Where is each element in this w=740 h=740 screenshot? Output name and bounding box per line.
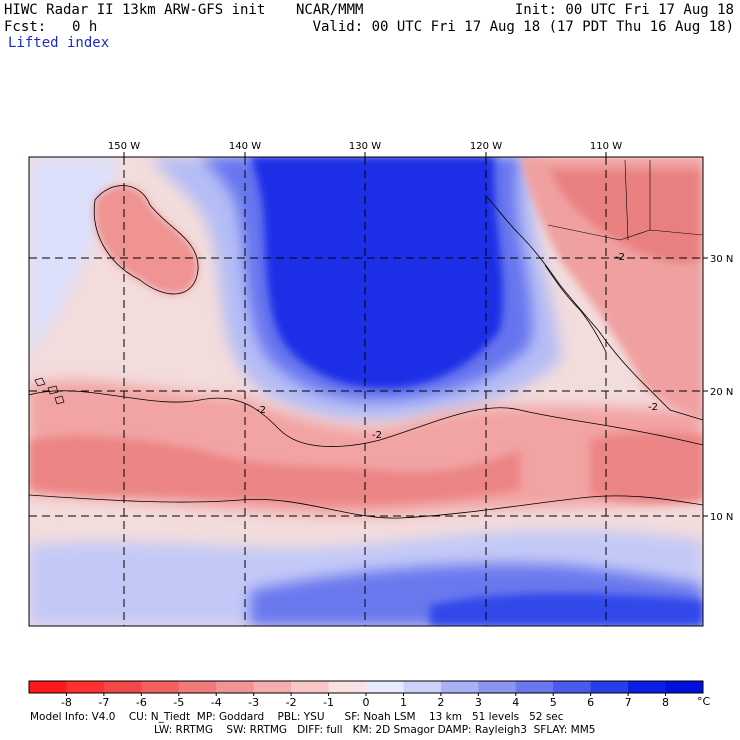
lon-label: 110 W xyxy=(590,141,622,152)
north-america-coastline xyxy=(484,194,704,421)
model-info-line1: Model Info: V4.0 CU: N_Tiedt MP: Goddard… xyxy=(30,711,564,723)
colorbar-swatch xyxy=(478,681,517,693)
colorbar-swatch xyxy=(103,681,142,693)
model-info-line2: LW: RRTMG SW: RRTMG DIFF: full KM: 2D Sm… xyxy=(154,724,596,736)
colorbar-ticks: -8 -7 -6 -5 -4 -3 -2 -1 0 1 2 3 4 5 6 7 8 xyxy=(61,693,669,709)
forecast-label: Fcst: xyxy=(4,19,47,35)
colorbar-swatch xyxy=(291,681,330,693)
init-time: Init: 00 UTC Fri 17 Aug 18 xyxy=(514,2,734,18)
state-borders-vertical xyxy=(624,159,651,241)
colorbar-swatch xyxy=(141,681,180,693)
northwest-unstable-cell xyxy=(94,185,199,294)
lon-label: 150 W xyxy=(108,141,140,152)
colorbar-tick-label: -4 xyxy=(211,696,222,709)
state-borders xyxy=(547,224,704,241)
southern-stable-deep xyxy=(430,593,703,626)
colorbar-swatch xyxy=(253,681,292,693)
colorbar-tick-label: -5 xyxy=(173,696,184,709)
colorbar-tick-label: 3 xyxy=(475,696,482,709)
field-name: Lifted index xyxy=(8,35,110,51)
contour-label: -2 xyxy=(372,430,382,441)
colorbar-swatch xyxy=(66,681,105,693)
contour-minus2-north xyxy=(28,390,704,447)
unstable-band-east xyxy=(590,431,703,504)
colorbar-tick-label: -7 xyxy=(98,696,109,709)
colorbar-swatch xyxy=(628,681,667,693)
colorbar-tick-label: 6 xyxy=(587,696,594,709)
colorbar-swatch xyxy=(403,681,442,693)
contour-minus2-south xyxy=(28,494,704,519)
forecast-hour: 0 h xyxy=(72,19,98,35)
contour-label: -2 xyxy=(648,402,658,413)
colorbar-swatch xyxy=(590,681,629,693)
colorbar-tick-label: -8 xyxy=(61,696,72,709)
colorbar-tick-label: 2 xyxy=(437,696,444,709)
lon-label: 140 W xyxy=(229,141,261,152)
contour-northwest-cell xyxy=(93,185,199,295)
colorbar-tick-label: 1 xyxy=(400,696,407,709)
map-field xyxy=(29,157,703,626)
lon-label: 130 W xyxy=(349,141,381,152)
lon-label: 120 W xyxy=(470,141,502,152)
colorbar-tick-label: -6 xyxy=(136,696,147,709)
colorbar-swatch xyxy=(216,681,255,693)
colorbar-swatch xyxy=(553,681,592,693)
chart-title: HIWC Radar II 13km ARW-GFS init xyxy=(4,2,266,18)
lat-label: 10 N xyxy=(710,512,733,523)
colorbar-swatch xyxy=(366,681,404,693)
colorbar-swatch xyxy=(328,681,367,693)
colorbar xyxy=(28,680,704,694)
colorbar-tick-label: 4 xyxy=(512,696,519,709)
hawaii-islands xyxy=(34,377,65,405)
lat-label: 30 N xyxy=(710,254,733,265)
valid-time: Valid: 00 UTC Fri 17 Aug 18 (17 PDT Thu … xyxy=(312,19,734,35)
colorbar-tick-label: 0 xyxy=(363,696,370,709)
colorbar-swatch xyxy=(440,681,479,693)
colorbar-tick-label: 7 xyxy=(625,696,632,709)
contour-label: -2 xyxy=(256,405,266,416)
colorbar-tick-label: 5 xyxy=(550,696,557,709)
colorbar-tick-label: -2 xyxy=(286,696,297,709)
colorbar-unit: °C xyxy=(697,695,711,708)
graticule xyxy=(29,157,703,626)
lat-label: 20 N xyxy=(710,387,733,398)
stable-region-core xyxy=(250,157,503,389)
colorbar-swatch xyxy=(29,681,67,693)
colorbar-tick-label: -1 xyxy=(323,696,334,709)
unstable-band-core xyxy=(30,435,520,505)
baja-california-coastline xyxy=(544,264,607,353)
colorbar-swatch xyxy=(178,681,217,693)
colorbar-swatch xyxy=(665,681,704,693)
colorbar-tick-label: -3 xyxy=(248,696,259,709)
land-unstable-core xyxy=(550,170,700,263)
org-label: NCAR/MMM xyxy=(296,2,364,18)
colorbar-swatch xyxy=(515,681,554,693)
frame-ticks xyxy=(123,152,708,517)
colorbar-tick-label: 8 xyxy=(662,696,669,709)
